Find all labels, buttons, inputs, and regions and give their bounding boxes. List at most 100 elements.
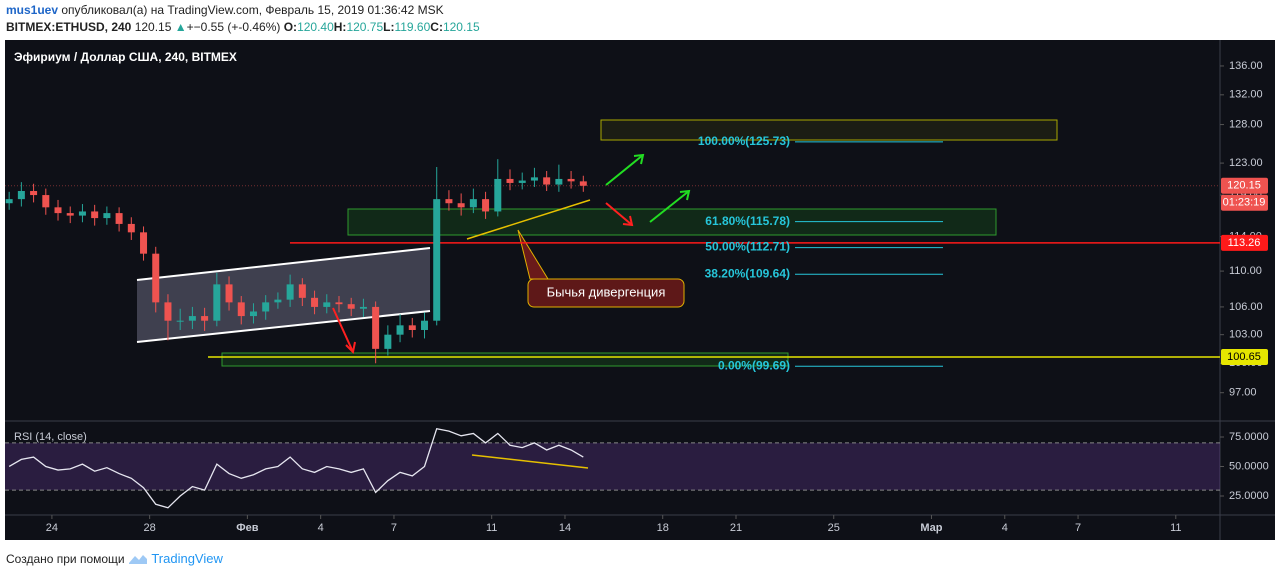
- candle-body: [323, 302, 331, 307]
- ohlc-value: 120.15: [442, 20, 480, 34]
- countdown-badge: [1221, 194, 1268, 211]
- arrow: [332, 307, 354, 353]
- x-tick-label: Фев: [236, 522, 259, 534]
- y-tick-label: 97.00: [1229, 387, 1257, 399]
- ohlc-value: 120.75: [346, 20, 384, 34]
- ohlc-label: O:: [283, 20, 298, 34]
- candle-body: [54, 207, 62, 214]
- fib-label: 0.00%(99.69): [718, 358, 790, 372]
- candle-body: [555, 178, 563, 185]
- author[interactable]: mus1uev: [6, 3, 59, 17]
- rsi-line: [8, 427, 584, 509]
- x-tick-label: 25: [828, 522, 840, 534]
- candle-body: [225, 284, 233, 303]
- candle-body: [103, 213, 111, 219]
- candle-body: [359, 306, 367, 309]
- zone: [221, 352, 789, 367]
- candle-body: [396, 325, 404, 335]
- published: опубликовал(а) на TradingView.com, Февра…: [61, 3, 444, 17]
- rsi-title: RSI (14, close): [14, 431, 87, 443]
- y-tick-label: 123.00: [1229, 157, 1263, 169]
- ohlc-label: L:: [383, 20, 395, 34]
- candle-body: [457, 203, 465, 208]
- candle-body: [274, 299, 282, 303]
- price-badge: [1221, 177, 1268, 194]
- x-tick-label: 21: [730, 522, 742, 534]
- candle-body: [30, 191, 38, 196]
- symbol: BITMEX:ETHUSD, 240: [6, 20, 132, 34]
- arrow: [605, 154, 644, 186]
- x-tick-label: 11: [486, 522, 497, 534]
- logo: [128, 555, 147, 564]
- candle-body: [579, 181, 587, 186]
- target-zone: [600, 119, 1058, 141]
- candle-body: [188, 316, 196, 321]
- price-badge-label: 120.15: [1227, 180, 1261, 192]
- candle-body: [5, 199, 13, 204]
- price-badge: [1221, 234, 1268, 251]
- footer: Создано при помощи TradingView: [6, 551, 223, 566]
- brand[interactable]: TradingView: [151, 551, 223, 566]
- arrow: [649, 190, 690, 223]
- candle-body: [115, 213, 123, 224]
- x-tick-label: 24: [46, 522, 58, 534]
- countdown: 01:23:19: [1223, 197, 1266, 209]
- y-tick-label: 106.00: [1229, 301, 1263, 313]
- price-badge: [1221, 348, 1268, 365]
- candle-body: [42, 195, 50, 208]
- candle-body: [262, 302, 270, 312]
- candle-body: [176, 320, 184, 322]
- y-tick-label: 50.0000: [1229, 460, 1269, 472]
- header-line-2: BITMEX:ETHUSD, 240 120.15 ▲+−0.55 (+-0.4…: [6, 20, 480, 34]
- candle-body: [372, 306, 380, 349]
- rsi-trend-line: [471, 454, 589, 469]
- header-line-1: mus1uev опубликовал(а) на TradingView.co…: [6, 3, 444, 17]
- y-tick-label: 103.00: [1229, 329, 1263, 341]
- candle-body: [286, 284, 294, 300]
- x-tick-label: 14: [559, 522, 571, 534]
- candle-body: [384, 334, 392, 349]
- y-tick-label: 132.00: [1229, 89, 1263, 101]
- candle-body: [347, 304, 355, 309]
- fib-label: 61.80%(115.78): [705, 214, 790, 228]
- candle-body: [78, 211, 86, 216]
- rsi-band: [5, 442, 1220, 491]
- candle-body: [152, 253, 160, 303]
- candle-body: [164, 302, 172, 321]
- ohlc-label: C:: [430, 20, 443, 34]
- annotation: Бычья дивергенция: [547, 284, 666, 299]
- arrow-head: [679, 189, 691, 201]
- candle-body: [530, 177, 538, 181]
- fib-label: 38.20%(109.64): [705, 266, 790, 280]
- fib-label: 100.00%(125.73): [698, 134, 790, 148]
- y-tick-label: 110.00: [1229, 265, 1262, 277]
- candle-body: [543, 177, 551, 185]
- candle-body: [335, 302, 343, 305]
- footer-text: Создано при помощи: [6, 552, 125, 566]
- x-tick-label: 7: [391, 522, 397, 534]
- candle-body: [518, 180, 526, 183]
- candle-body: [494, 178, 502, 212]
- trend-line: [466, 199, 591, 240]
- channel-top: [136, 247, 431, 281]
- logo-shape: [128, 555, 147, 564]
- candle-body: [201, 316, 209, 321]
- y-tick-label: 136.00: [1229, 60, 1263, 72]
- arrow: [605, 202, 633, 226]
- chart-title: Эфириум / Доллар США, 240, BITMEX: [14, 50, 237, 64]
- y-tick-label: 75.0000: [1229, 431, 1269, 443]
- x-tick-label: 7: [1075, 522, 1081, 534]
- candle-body: [408, 325, 416, 330]
- candle-body: [469, 199, 477, 208]
- candle-body: [445, 199, 453, 204]
- chart: 136.00132.00128.00123.00119.00114.00110.…: [5, 40, 1275, 540]
- ohlc-value: 119.60: [394, 20, 431, 34]
- candle-body: [127, 223, 135, 233]
- candle-body: [506, 178, 514, 183]
- y-tick-label: 25.0000: [1229, 490, 1269, 502]
- ohlc-label: H:: [333, 20, 347, 34]
- candle-body: [66, 213, 74, 216]
- candle-body: [298, 284, 306, 298]
- channel-bottom: [136, 310, 431, 343]
